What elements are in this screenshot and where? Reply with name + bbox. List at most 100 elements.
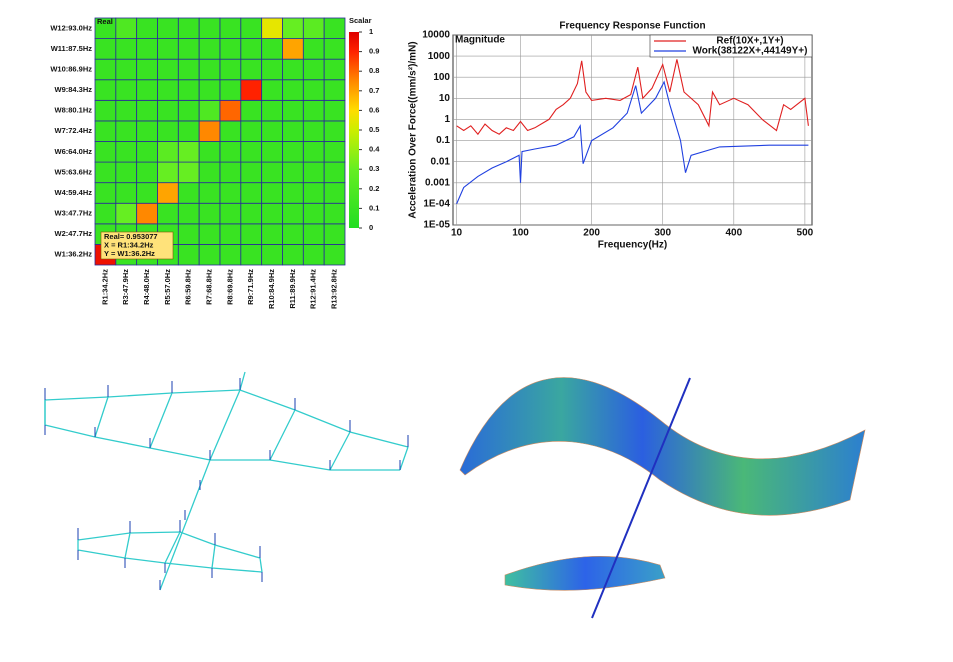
heatmap-cell bbox=[115, 202, 138, 225]
heatmap-cell bbox=[302, 79, 325, 101]
heatmap-cell bbox=[323, 38, 346, 60]
tooltip-box bbox=[100, 231, 174, 260]
heatmap-cell bbox=[157, 141, 179, 163]
heatmap-cell bbox=[115, 182, 138, 204]
x-tick-label: R12:91.4Hz bbox=[309, 269, 318, 309]
heatmap-cell bbox=[198, 141, 221, 163]
y-tick-label: 100 bbox=[433, 72, 450, 83]
heatmap-cell bbox=[261, 202, 283, 225]
colorbar-title: Scalar bbox=[349, 16, 372, 25]
heatmap-cell bbox=[219, 161, 242, 184]
heatmap-label: Real bbox=[97, 17, 113, 26]
heatmap-cell bbox=[198, 79, 221, 101]
colorbar-tick-label: 0.8 bbox=[369, 66, 379, 75]
heatmap-cell bbox=[261, 161, 283, 184]
chart-title: Frequency Response Function bbox=[559, 21, 705, 32]
heatmap-cell bbox=[115, 99, 138, 122]
heatmap-cell bbox=[115, 17, 138, 39]
y-tick-label: 0.001 bbox=[425, 177, 450, 188]
heatmap-cell bbox=[282, 161, 304, 184]
heatmap-cell bbox=[198, 244, 221, 266]
colorbar-tick-label: 0 bbox=[369, 223, 373, 232]
heatmap-cell bbox=[198, 120, 221, 142]
heatmap-cell bbox=[240, 182, 263, 204]
heatmap-cell bbox=[261, 17, 283, 39]
heatmap-cell bbox=[282, 79, 304, 101]
heatmap-cell bbox=[323, 182, 346, 204]
x-axis-label: Frequency(Hz) bbox=[598, 240, 667, 251]
x-tick-label: 500 bbox=[797, 228, 814, 239]
heatmap-cell bbox=[282, 141, 304, 163]
heatmap-cell bbox=[177, 182, 200, 204]
heatmap-cell bbox=[198, 58, 221, 81]
heatmap-cell bbox=[219, 58, 242, 81]
x-tick-label: R10:84.9Hz bbox=[267, 269, 276, 309]
heatmap-cell bbox=[157, 161, 179, 184]
y-tick-label: 1E-04 bbox=[423, 199, 450, 210]
heatmap-cell bbox=[157, 182, 179, 204]
heatmap-cell bbox=[261, 58, 283, 81]
heatmap-cell bbox=[219, 38, 242, 60]
heatmap-cell bbox=[282, 58, 304, 81]
heatmap-cell bbox=[219, 99, 242, 122]
heatmap-cell bbox=[240, 17, 263, 39]
y-tick-label: W2:47.7Hz bbox=[54, 229, 92, 238]
heatmap-cell bbox=[219, 141, 242, 163]
y-tick-label: W3:47.7Hz bbox=[54, 209, 92, 218]
y-tick-label: W9:84.3Hz bbox=[54, 85, 92, 94]
heatmap-cell bbox=[240, 79, 263, 101]
heatmap-cell bbox=[240, 120, 263, 142]
heatmap-cell bbox=[94, 58, 117, 81]
heatmap-cell bbox=[240, 202, 263, 225]
heatmap-cell bbox=[302, 17, 325, 39]
heatmap-cell bbox=[198, 17, 221, 39]
tooltip-text: X = R1:34.2Hz bbox=[104, 240, 154, 249]
heatmap-cell bbox=[177, 58, 200, 81]
heatmap-cell bbox=[240, 244, 263, 266]
heatmap-cell bbox=[136, 79, 158, 101]
heatmap-cell bbox=[157, 79, 179, 101]
series-line bbox=[456, 80, 809, 205]
heatmap-cell bbox=[302, 99, 325, 122]
heatmap-cell bbox=[177, 223, 200, 245]
heatmap-cell bbox=[115, 58, 138, 81]
heatmap-cell bbox=[261, 223, 283, 245]
y-tick-label: 0.01 bbox=[431, 156, 451, 167]
heatmap-cell bbox=[136, 141, 158, 163]
heatmap-cell bbox=[115, 141, 138, 163]
colorbar-tick-label: 0.4 bbox=[369, 145, 380, 154]
heatmap-cell bbox=[177, 38, 200, 60]
heatmap-cell bbox=[136, 202, 158, 225]
heatmap-cell bbox=[302, 202, 325, 225]
heatmap-cell bbox=[261, 79, 283, 101]
heatmap-cell bbox=[302, 58, 325, 81]
y-tick-label: W7:72.4Hz bbox=[54, 126, 92, 135]
heatmap-cell bbox=[261, 141, 283, 163]
heatmap-cell bbox=[94, 38, 117, 60]
heatmap-cell bbox=[261, 182, 283, 204]
surface-model bbox=[459, 377, 866, 619]
x-tick-label: R4:48.0Hz bbox=[142, 269, 151, 305]
y-tick-label: 1E-05 bbox=[423, 220, 450, 231]
colorbar-tick-label: 1 bbox=[369, 27, 373, 36]
colorbar-tick-label: 0.6 bbox=[369, 105, 379, 114]
x-tick-label: R5:57.0Hz bbox=[163, 269, 172, 305]
heatmap-cell bbox=[282, 38, 304, 60]
heatmap-cell bbox=[323, 223, 346, 245]
heatmap-cell bbox=[157, 202, 179, 225]
heatmap-cell bbox=[219, 79, 242, 101]
y-tick-label: W8:80.1Hz bbox=[54, 106, 92, 115]
heatmap-cell bbox=[198, 223, 221, 245]
heatmap-cell bbox=[240, 58, 263, 81]
heatmap-cell bbox=[219, 182, 242, 204]
heatmap-cell bbox=[198, 202, 221, 225]
x-tick-label: 10 bbox=[451, 228, 463, 239]
tooltip-text: Real= 0.953077 bbox=[104, 232, 158, 241]
annotation: Magnitude bbox=[455, 35, 505, 46]
x-tick-label: 300 bbox=[654, 228, 671, 239]
heatmap-cell bbox=[177, 99, 200, 122]
tooltip-text: Y = W1:36.2Hz bbox=[104, 249, 155, 258]
heatmap-cell bbox=[136, 120, 158, 142]
heatmap-cell bbox=[177, 202, 200, 225]
